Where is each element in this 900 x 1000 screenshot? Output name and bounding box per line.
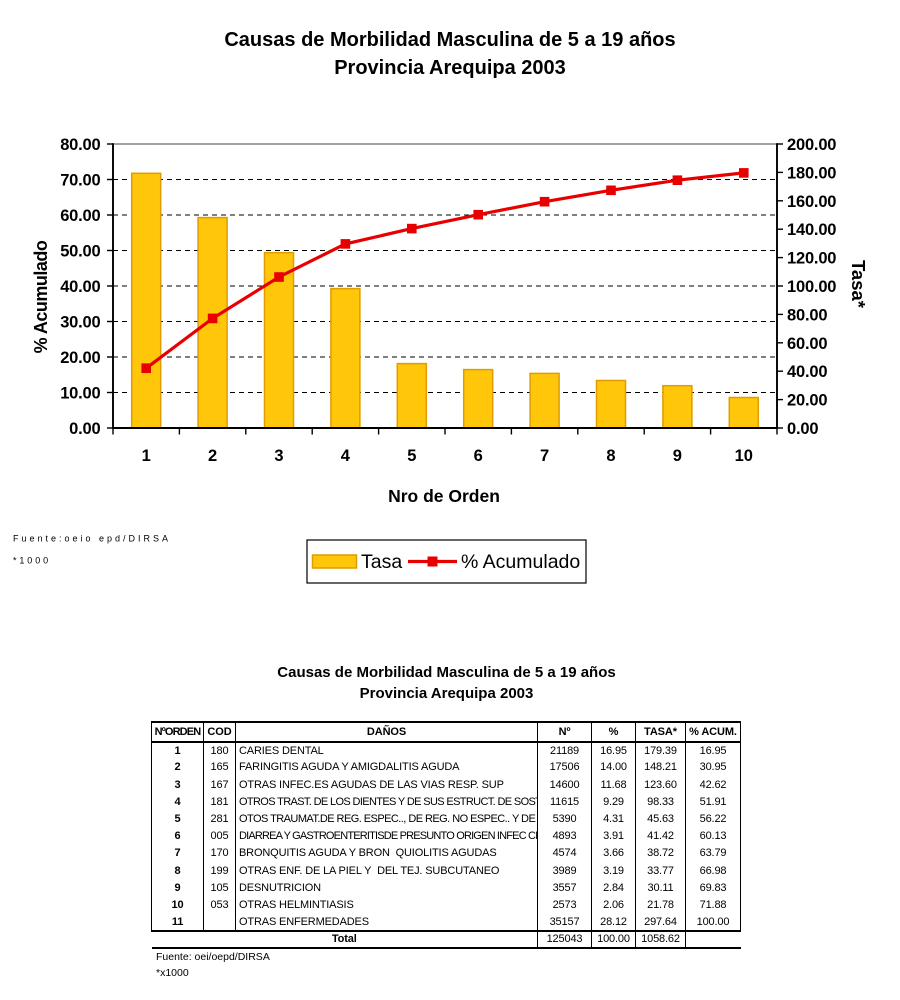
svg-text:Provincia Arequipa 2003: Provincia Arequipa 2003 — [334, 57, 566, 79]
svg-text:9: 9 — [673, 447, 682, 465]
svg-text:50.00: 50.00 — [60, 243, 100, 261]
svg-text:8: 8 — [606, 447, 615, 465]
svg-text:*1000: *1000 — [13, 556, 51, 566]
svg-text:20.00: 20.00 — [60, 349, 100, 367]
svg-text:200.00: 200.00 — [787, 136, 836, 154]
svg-text:40.00: 40.00 — [60, 278, 100, 296]
svg-text:180.00: 180.00 — [787, 164, 836, 182]
svg-text:3: 3 — [274, 447, 283, 465]
svg-text:160.00: 160.00 — [787, 193, 836, 211]
svg-text:Nro de Orden: Nro de Orden — [388, 486, 500, 506]
svg-text:20.00: 20.00 — [787, 392, 827, 410]
svg-text:% Acumulado: % Acumulado — [461, 551, 580, 573]
svg-text:Causas de Morbilidad Masculina: Causas de Morbilidad Masculina de 5 a 19… — [224, 29, 675, 51]
svg-text:% Acumulado: % Acumulado — [31, 240, 51, 353]
svg-text:1: 1 — [142, 447, 151, 465]
svg-text:140.00: 140.00 — [787, 221, 836, 239]
svg-text:60.00: 60.00 — [60, 207, 100, 225]
svg-text:4: 4 — [341, 447, 351, 465]
svg-text:120.00: 120.00 — [787, 250, 836, 268]
svg-text:70.00: 70.00 — [60, 172, 100, 190]
svg-text:7: 7 — [540, 447, 549, 465]
svg-text:80.00: 80.00 — [60, 136, 100, 154]
svg-text:2: 2 — [208, 447, 217, 465]
svg-text:100.00: 100.00 — [787, 278, 836, 296]
svg-text:Tasa: Tasa — [361, 551, 402, 573]
svg-text:6: 6 — [474, 447, 483, 465]
svg-text:40.00: 40.00 — [787, 363, 827, 381]
svg-text:30.00: 30.00 — [60, 314, 100, 332]
svg-text:Tasa*: Tasa* — [848, 260, 869, 309]
svg-text:0.00: 0.00 — [69, 420, 100, 438]
svg-text:60.00: 60.00 — [787, 335, 827, 353]
svg-text:10.00: 10.00 — [60, 385, 100, 403]
svg-text:0.00: 0.00 — [787, 420, 818, 438]
svg-text:10: 10 — [735, 447, 753, 465]
svg-text:Fuente:oeio epd/DIRSA: Fuente:oeio epd/DIRSA — [13, 534, 171, 544]
svg-text:5: 5 — [407, 447, 416, 465]
svg-text:80.00: 80.00 — [787, 306, 827, 324]
